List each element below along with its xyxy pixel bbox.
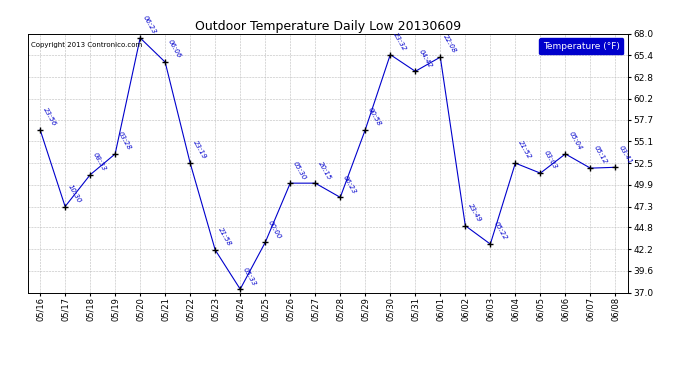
Legend: Temperature (°F): Temperature (°F) bbox=[540, 38, 623, 54]
Text: 21:52: 21:52 bbox=[518, 140, 533, 160]
Text: 23:19: 23:19 bbox=[193, 140, 208, 160]
Text: 04:42: 04:42 bbox=[417, 48, 433, 69]
Text: Copyright 2013 Contronico.com: Copyright 2013 Contronico.com bbox=[30, 42, 142, 48]
Text: 20:15: 20:15 bbox=[317, 160, 333, 181]
Text: 06:23: 06:23 bbox=[342, 174, 357, 195]
Text: 22:08: 22:08 bbox=[442, 34, 457, 55]
Text: 10:30: 10:30 bbox=[67, 183, 83, 204]
Text: 03:28: 03:28 bbox=[117, 131, 132, 152]
Text: 05:22: 05:22 bbox=[493, 221, 508, 242]
Text: 21:58: 21:58 bbox=[217, 227, 233, 248]
Text: 05:04: 05:04 bbox=[567, 131, 583, 152]
Text: 23:32: 23:32 bbox=[393, 32, 408, 52]
Text: 08:33: 08:33 bbox=[92, 152, 108, 172]
Text: 23:49: 23:49 bbox=[467, 202, 483, 223]
Text: 05:12: 05:12 bbox=[593, 145, 608, 166]
Title: Outdoor Temperature Daily Low 20130609: Outdoor Temperature Daily Low 20130609 bbox=[195, 20, 461, 33]
Text: 06:06: 06:06 bbox=[167, 39, 183, 60]
Text: 05:33: 05:33 bbox=[242, 266, 257, 286]
Text: 03:41: 03:41 bbox=[618, 144, 633, 165]
Text: 06:23: 06:23 bbox=[142, 15, 157, 35]
Text: 00:00: 00:00 bbox=[267, 219, 283, 240]
Text: 00:58: 00:58 bbox=[367, 106, 383, 127]
Text: 05:30: 05:30 bbox=[293, 160, 308, 181]
Text: 03:03: 03:03 bbox=[542, 150, 558, 171]
Text: 23:56: 23:56 bbox=[42, 106, 57, 127]
